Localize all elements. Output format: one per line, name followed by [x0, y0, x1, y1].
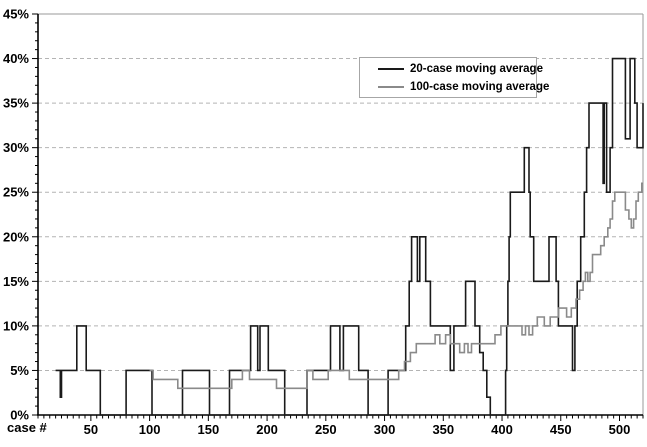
- series-line-20-case: [55, 57, 644, 416]
- x-axis-tick-label: 350: [432, 422, 454, 437]
- x-axis-title: case #: [7, 420, 47, 435]
- legend-line-sample-gray: [378, 85, 404, 88]
- y-axis-tick-label: 10%: [3, 318, 29, 333]
- y-axis-tick-label: 15%: [3, 274, 29, 289]
- legend-line-sample-black: [378, 67, 404, 70]
- x-axis-tick-label: 150: [197, 422, 219, 437]
- y-axis-tick-label: 35%: [3, 96, 29, 111]
- x-axis-tick-label: 450: [550, 422, 572, 437]
- series-line-100-case: [149, 182, 643, 390]
- x-axis-tick-label: 300: [374, 422, 396, 437]
- x-axis-tick-label: 500: [609, 422, 631, 437]
- y-axis-tick-label: 40%: [3, 51, 29, 66]
- x-axis-tick-label: 200: [256, 422, 278, 437]
- legend-entry-20-case: 20-case moving average: [360, 61, 543, 76]
- legend-box: 20-case moving average 100-case moving a…: [359, 57, 549, 98]
- y-axis-tick-label: 0%: [10, 408, 29, 423]
- x-axis-tick-label: 50: [84, 422, 98, 437]
- y-axis-tick-label: 25%: [3, 185, 29, 200]
- legend-label: 20-case moving average: [410, 62, 543, 75]
- y-axis-tick-label: 45%: [3, 7, 29, 22]
- legend-entry-100-case: 100-case moving average: [360, 79, 549, 94]
- legend-label: 100-case moving average: [410, 80, 550, 93]
- y-axis-tick-label: 20%: [3, 229, 29, 244]
- x-axis-tick-label: 100: [139, 422, 161, 437]
- y-axis-tick-label: 5%: [10, 363, 29, 378]
- y-axis-tick-label: 30%: [3, 140, 29, 155]
- x-axis-tick-label: 250: [315, 422, 337, 437]
- x-axis-tick-label: 400: [491, 422, 513, 437]
